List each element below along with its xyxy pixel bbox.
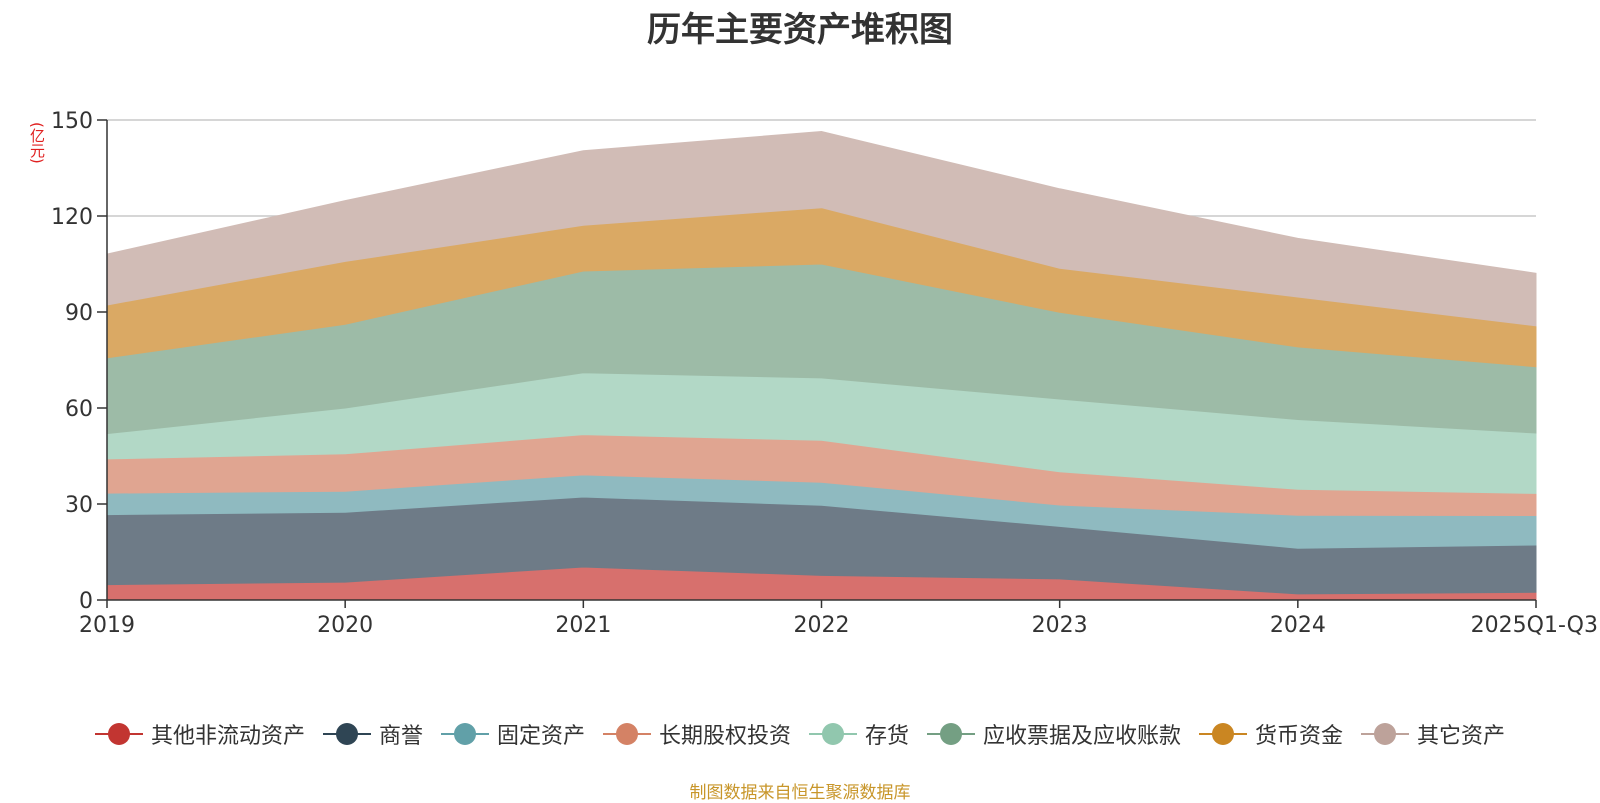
y-tick-label: 0 <box>79 589 93 614</box>
legend-marker-icon <box>94 722 143 746</box>
legend-label: 商誉 <box>378 724 423 749</box>
chart-plot: 0 30 60 90 120 150 2019 2020 2021 2022 2023 2024 202… <box>51 109 1598 638</box>
x-tick-label: 2022 <box>794 613 850 638</box>
legend-dot <box>1374 723 1397 745</box>
legend-label: 长期股权投资 <box>658 724 791 749</box>
x-tick-label: 2025Q1-Q3 <box>1471 613 1598 638</box>
legend-label: 其他非流动资产 <box>150 724 305 749</box>
legend-item[interactable]: 存货 <box>809 718 909 750</box>
area-series-8 <box>106 130 1537 327</box>
legend-label: 存货 <box>865 724 910 749</box>
legend-label: 应收票据及应收账款 <box>983 724 1182 749</box>
legend-dot <box>453 723 476 745</box>
legend-marker-icon <box>322 722 371 746</box>
y-tick-label: 120 <box>51 205 93 230</box>
x-tick-label: 2020 <box>317 613 373 638</box>
legend-label: 固定资产 <box>496 724 585 749</box>
y-tick-label: 60 <box>65 397 93 422</box>
legend-marker-icon <box>1361 722 1410 746</box>
legend-item[interactable]: 应收票据及应收账款 <box>927 718 1181 750</box>
legend-item[interactable]: 商誉 <box>322 718 423 750</box>
y-tick-label: 90 <box>65 301 93 326</box>
legend-marker-icon <box>809 722 857 746</box>
legend-marker-icon <box>602 722 651 746</box>
legend-item[interactable]: 固定资产 <box>440 718 585 750</box>
x-tick-label: 2019 <box>79 613 135 638</box>
x-tick-label: 2021 <box>555 613 611 638</box>
legend-dot <box>1212 723 1235 745</box>
legend-dot <box>822 723 844 745</box>
legend-dot <box>615 723 638 745</box>
legend-dot <box>335 723 358 745</box>
legend-item[interactable]: 其他非流动资产 <box>94 718 305 750</box>
chart-title: 历年主要资产堆积图 <box>647 10 953 50</box>
legend-dot <box>940 723 963 745</box>
legend-marker-icon <box>927 722 976 746</box>
legend-marker-icon <box>440 722 489 746</box>
x-tick-label: 2023 <box>1032 613 1088 638</box>
y-axis-unit-label: (亿元) <box>28 122 46 164</box>
legend-item[interactable]: 其它资产 <box>1361 718 1505 750</box>
legend-dot <box>107 723 130 745</box>
x-tick-label: 2024 <box>1270 613 1326 638</box>
legend-item[interactable]: 货币资金 <box>1199 718 1343 750</box>
source-note: 制图数据来自恒生聚源数据库 <box>689 783 911 803</box>
y-tick-label: 30 <box>65 493 93 518</box>
legend-label: 其它资产 <box>1417 724 1506 749</box>
legend-item[interactable]: 长期股权投资 <box>602 718 791 750</box>
legend: 其他非流动资产 商誉 固定资产 长期股权投资 存货 应收票据及应收账款 货币资金 其它资产 <box>0 718 1600 750</box>
legend-marker-icon <box>1199 722 1248 746</box>
legend-label: 货币资金 <box>1255 724 1344 749</box>
y-tick-label: 150 <box>51 109 93 134</box>
